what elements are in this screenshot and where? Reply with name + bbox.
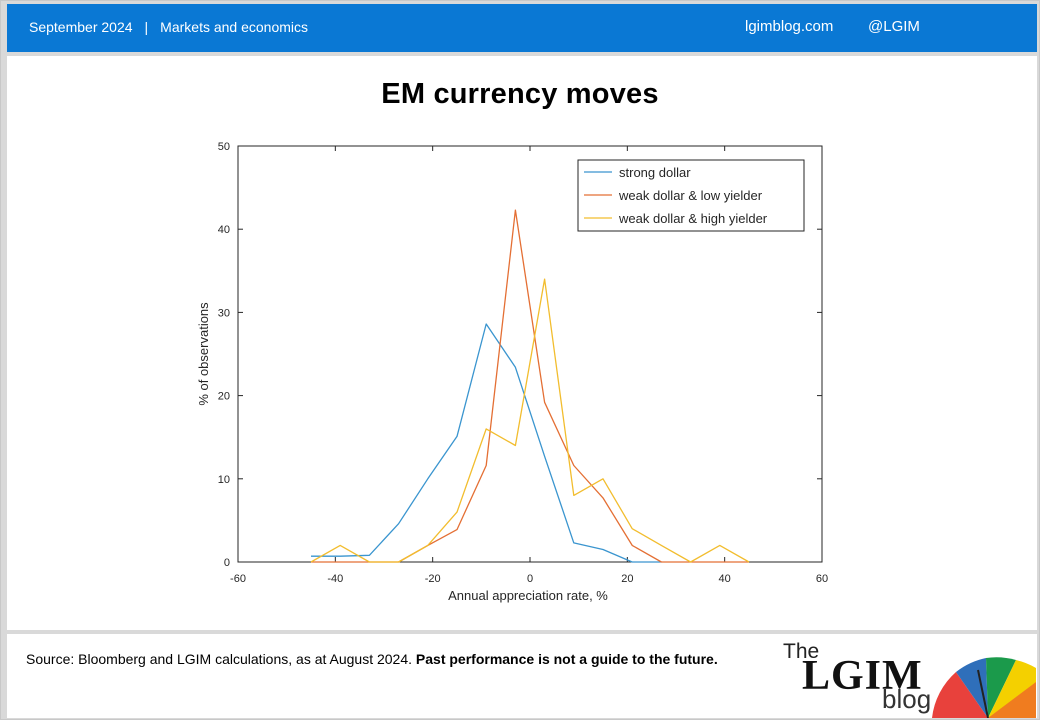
umbrella-logo-icon [930, 652, 1036, 718]
y-axis-label: % of observations [196, 302, 211, 406]
series-line-2 [311, 209, 749, 563]
chart-panel [7, 56, 1037, 630]
legend-box [577, 159, 805, 232]
series-line-3 [310, 278, 750, 563]
logo-the-text: The [783, 640, 820, 663]
legend-label-2: weak dollar & low yielder [618, 188, 763, 203]
header-left: September 2024 | Markets and economics [29, 19, 308, 35]
header-section: Markets and economics [160, 19, 309, 35]
x-tick-label: 60 [816, 573, 828, 585]
y-tick-label: 40 [218, 224, 230, 236]
x-tick-label: 40 [719, 573, 731, 585]
logo-blog-text: blog [882, 684, 932, 714]
y-tick-label: 30 [218, 307, 230, 319]
legend-label-1: strong dollar [619, 165, 691, 180]
header-bar: September 2024 | Markets and economics lgi… [7, 4, 1037, 52]
series-line-1 [311, 323, 662, 563]
y-tick-label: 10 [218, 474, 230, 486]
chart-svg: -60 -40 -20 0 20 40 60 0 10 20 30 40 50 Annual apprec… [196, 141, 828, 603]
y-tick-label: 0 [224, 557, 230, 569]
site-link[interactable]: lgimblog.com [745, 18, 834, 35]
x-tick-label: -60 [230, 573, 246, 585]
y-tick-label: 20 [218, 391, 230, 403]
legend-label-3: weak dollar & high yielder [618, 211, 768, 226]
footer-panel [7, 634, 1037, 718]
chart-title: EM currency moves [381, 78, 659, 110]
y-tick-label: 50 [218, 141, 230, 153]
source-text: Source: Bloomberg and LGIM calculations,… [26, 651, 416, 667]
header-date: September 2024 [29, 19, 133, 35]
x-tick-label: 0 [527, 573, 533, 585]
disclaimer-text: Past performance is not a guide to the f… [415, 651, 718, 667]
header-separator: | [144, 19, 149, 35]
x-tick-label: -40 [327, 573, 343, 585]
x-tick-label: -20 [425, 573, 441, 585]
logo-lgim-text: LGIM [802, 653, 923, 699]
source-note: Source: Bloomberg and LGIM calculations,… [26, 651, 718, 667]
twitter-handle-link[interactable]: @LGIM [868, 18, 920, 35]
x-tick-label: 20 [621, 573, 633, 585]
x-axis-label: Annual appreciation rate, % [448, 588, 608, 603]
